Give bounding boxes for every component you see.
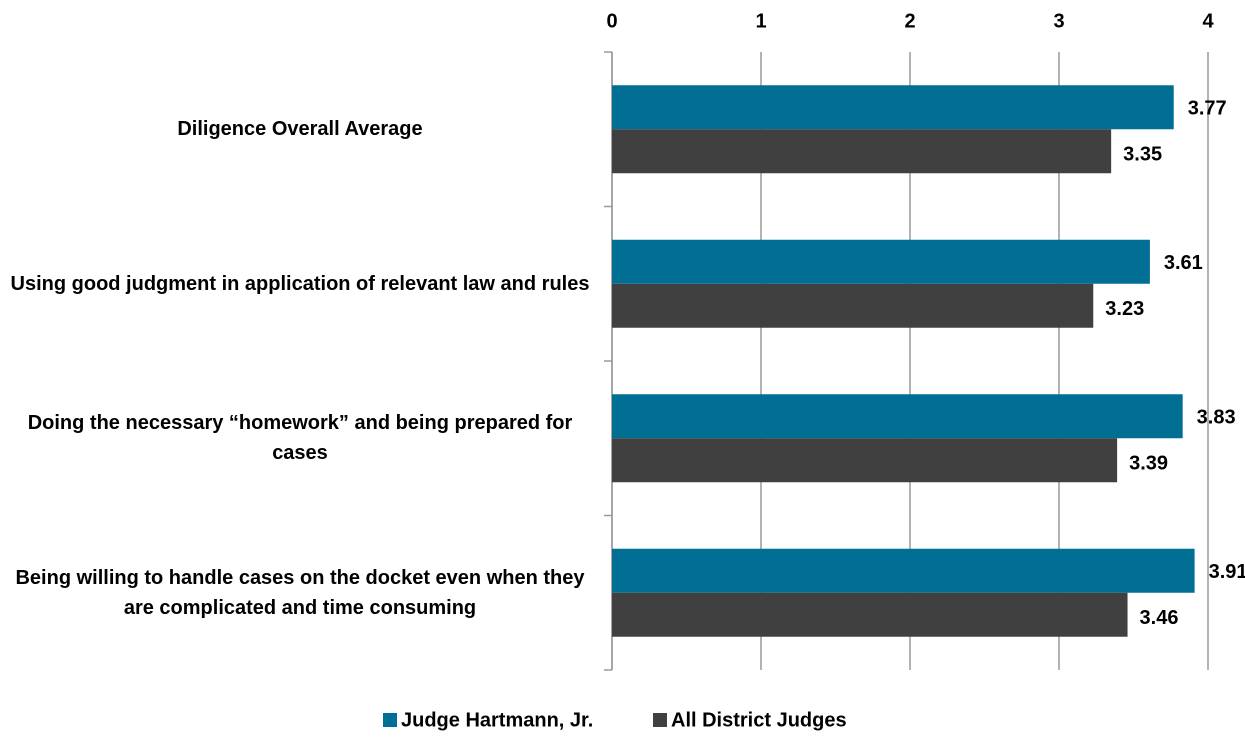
x-tick-label: 4 xyxy=(1202,10,1214,32)
x-tick-label: 1 xyxy=(755,10,766,32)
bar xyxy=(612,283,1094,328)
category-label: Using good judgment in application of re… xyxy=(10,272,590,295)
legend-swatch xyxy=(383,713,397,727)
legend-swatch xyxy=(653,713,667,727)
bar xyxy=(612,129,1112,174)
bar xyxy=(612,394,1183,439)
value-label: 3.61 xyxy=(1164,252,1203,274)
bar xyxy=(612,438,1118,483)
value-label: 3.39 xyxy=(1129,453,1168,475)
category-label: Diligence Overall Average xyxy=(177,118,423,141)
value-label: 3.77 xyxy=(1188,98,1227,120)
category-label: Doing the necessary “homework” and being… xyxy=(27,412,573,465)
category-label: Being willing to handle cases on the doc… xyxy=(15,566,585,619)
value-label: 3.83 xyxy=(1197,407,1236,429)
x-tick-label: 2 xyxy=(904,10,915,32)
bar xyxy=(612,548,1195,593)
value-label: 3.91 xyxy=(1209,561,1245,583)
value-label: 3.35 xyxy=(1123,144,1162,166)
value-label: 3.23 xyxy=(1105,298,1144,320)
x-tick-label: 3 xyxy=(1053,10,1064,32)
x-tick-label: 0 xyxy=(606,10,617,32)
bar xyxy=(612,592,1128,637)
legend-label: All District Judges xyxy=(671,709,847,731)
bar xyxy=(612,239,1150,284)
bar xyxy=(612,85,1174,130)
value-label: 3.46 xyxy=(1140,607,1179,629)
legend-label: Judge Hartmann, Jr. xyxy=(401,709,593,731)
